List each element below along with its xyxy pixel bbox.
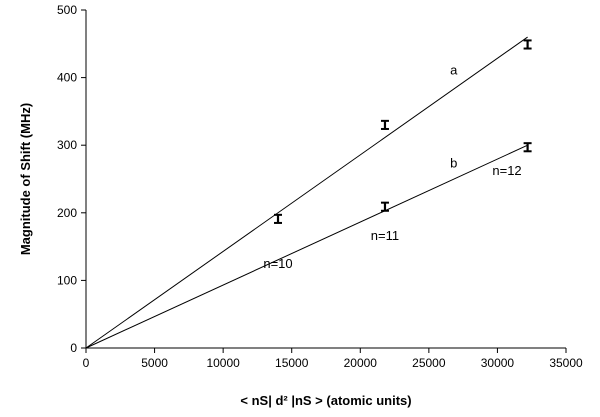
y-tick-label: 500: [57, 3, 77, 17]
series-label-b: b: [450, 156, 457, 171]
series-line-b: [85, 144, 528, 349]
x-tick-label: 30000: [481, 356, 515, 370]
labels: a b n=10 n=11 n=12: [263, 63, 521, 272]
data-points: [274, 39, 532, 224]
x-tick-label: 10000: [206, 356, 240, 370]
error-bar: [380, 119, 389, 130]
x-tick-label: 15000: [275, 356, 309, 370]
x-tick-label: 20000: [344, 356, 378, 370]
y-axis-title: Magnitude of Shift (MHz): [18, 103, 33, 255]
x-tick-label: 0: [83, 356, 90, 370]
y-tick-label: 200: [57, 206, 77, 220]
axes: [85, 10, 566, 349]
x-axis-title: < nS| d² |nS > (atomic units): [240, 393, 411, 408]
y-tick-label: 0: [70, 341, 77, 355]
x-tick-label: 25000: [412, 356, 446, 370]
annotation-label: n=10: [263, 256, 292, 271]
y-tick-label: 300: [57, 138, 77, 152]
x-tick-label: 5000: [141, 356, 168, 370]
annotation-label: n=11: [371, 228, 399, 243]
error-bar: [523, 39, 532, 50]
error-bar: [523, 142, 532, 153]
annotation-label: n=12: [492, 163, 521, 178]
y-tick-label: 400: [57, 71, 77, 85]
error-bar: [274, 213, 282, 224]
series-line-a: [85, 36, 528, 349]
series-label-a: a: [450, 63, 458, 78]
error-bar: [380, 201, 389, 212]
ticks: 0 5000 10000 15000 20000 25000 30000 35000 0 100 2…: [57, 3, 583, 370]
y-tick-label: 100: [57, 273, 77, 287]
series-lines: [85, 36, 528, 349]
x-tick-label: 35000: [549, 356, 583, 370]
